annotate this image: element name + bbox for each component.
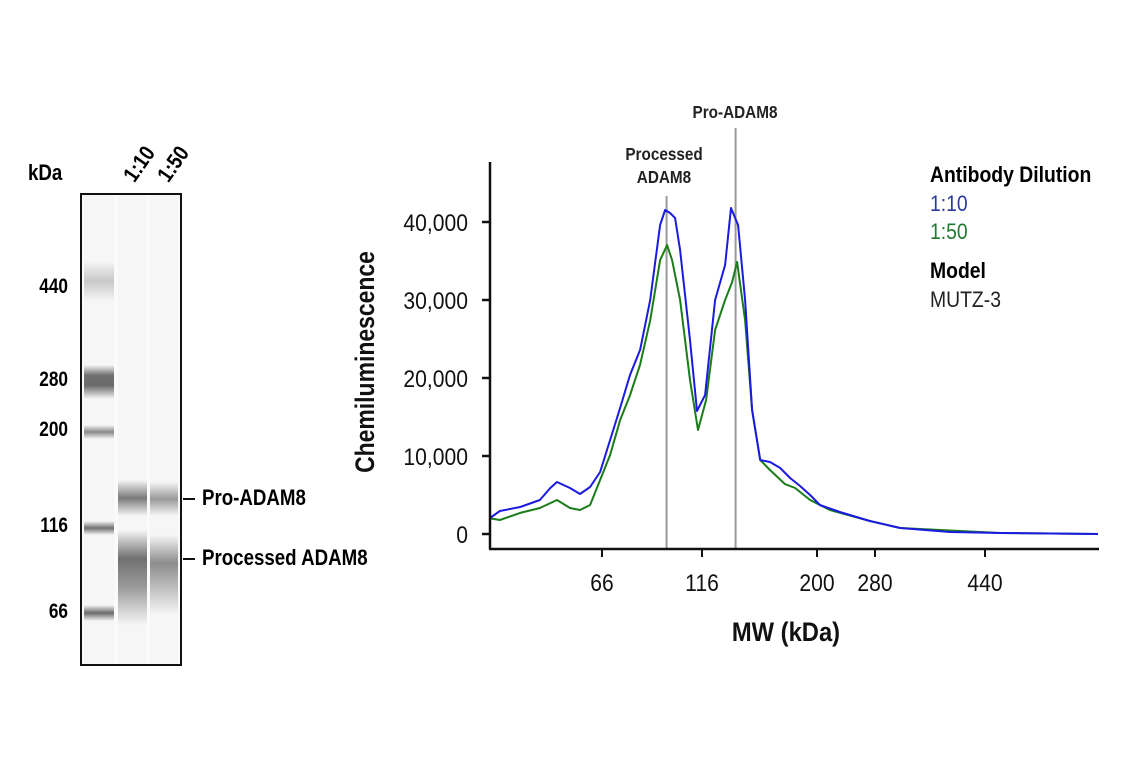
x-tick-label: 280: [857, 570, 892, 597]
ref-label-pro: Pro-ADAM8: [693, 102, 778, 122]
legend-model-value: MUTZ-3: [930, 287, 1001, 312]
ladder-label-280: 280: [39, 368, 68, 391]
y-axis-label: Chemiluminescence: [350, 251, 380, 473]
processed-adam8-band-1-50: [150, 535, 178, 615]
x-tick-label: 440: [967, 570, 1002, 597]
ladder-label-66: 66: [48, 600, 68, 623]
x-axis-label: MW (kDa): [732, 618, 840, 648]
processed-adam8-label: Processed ADAM8: [202, 545, 368, 570]
blot-image: [80, 193, 182, 666]
legend-item-1-10: 1:10: [930, 191, 968, 216]
ladder-band-200: [84, 425, 114, 439]
x-tick-label: 200: [799, 570, 834, 597]
series-line-1-10: [489, 207, 1099, 535]
sample-lane-1-50: [150, 195, 178, 664]
ladder-band-440: [84, 261, 114, 301]
y-tick-label: 10,000: [403, 444, 468, 471]
processed-adam8-pointer: [183, 558, 195, 560]
ref-label-processed-line1: Processed: [625, 144, 702, 164]
ladder-label-440: 440: [39, 275, 68, 298]
legend-item-1-50: 1:50: [930, 219, 968, 244]
x-tick-label: 66: [590, 570, 613, 597]
pro-adam8-label: Pro-ADAM8: [202, 485, 306, 510]
y-tick-label: 0: [456, 522, 468, 549]
ladder-band-116: [84, 521, 114, 535]
pro-adam8-band-1-50: [150, 482, 178, 516]
blot-unit-label: kDa: [28, 160, 63, 185]
pro-adam8-pointer: [183, 498, 195, 500]
ref-label-processed-line2: ADAM8: [637, 167, 691, 187]
legend-title: Antibody Dilution: [930, 162, 1092, 187]
y-tick-label: 20,000: [403, 366, 468, 393]
pro-adam8-band-1-10: [118, 480, 147, 516]
ladder-lane: [84, 195, 114, 664]
y-tick-label: 40,000: [403, 210, 468, 237]
ladder-band-280: [84, 365, 114, 399]
x-tick-label: 116: [685, 570, 719, 597]
y-tick-label: 30,000: [403, 288, 468, 315]
series-line-1-50: [489, 244, 1099, 535]
ladder-label-116: 116: [40, 514, 68, 537]
ladder-label-200: 200: [39, 418, 68, 441]
legend-model-title: Model: [930, 258, 986, 283]
sample-lane-1-10: [118, 195, 147, 664]
ladder-band-66: [84, 605, 114, 621]
processed-adam8-band-1-10: [118, 530, 147, 625]
